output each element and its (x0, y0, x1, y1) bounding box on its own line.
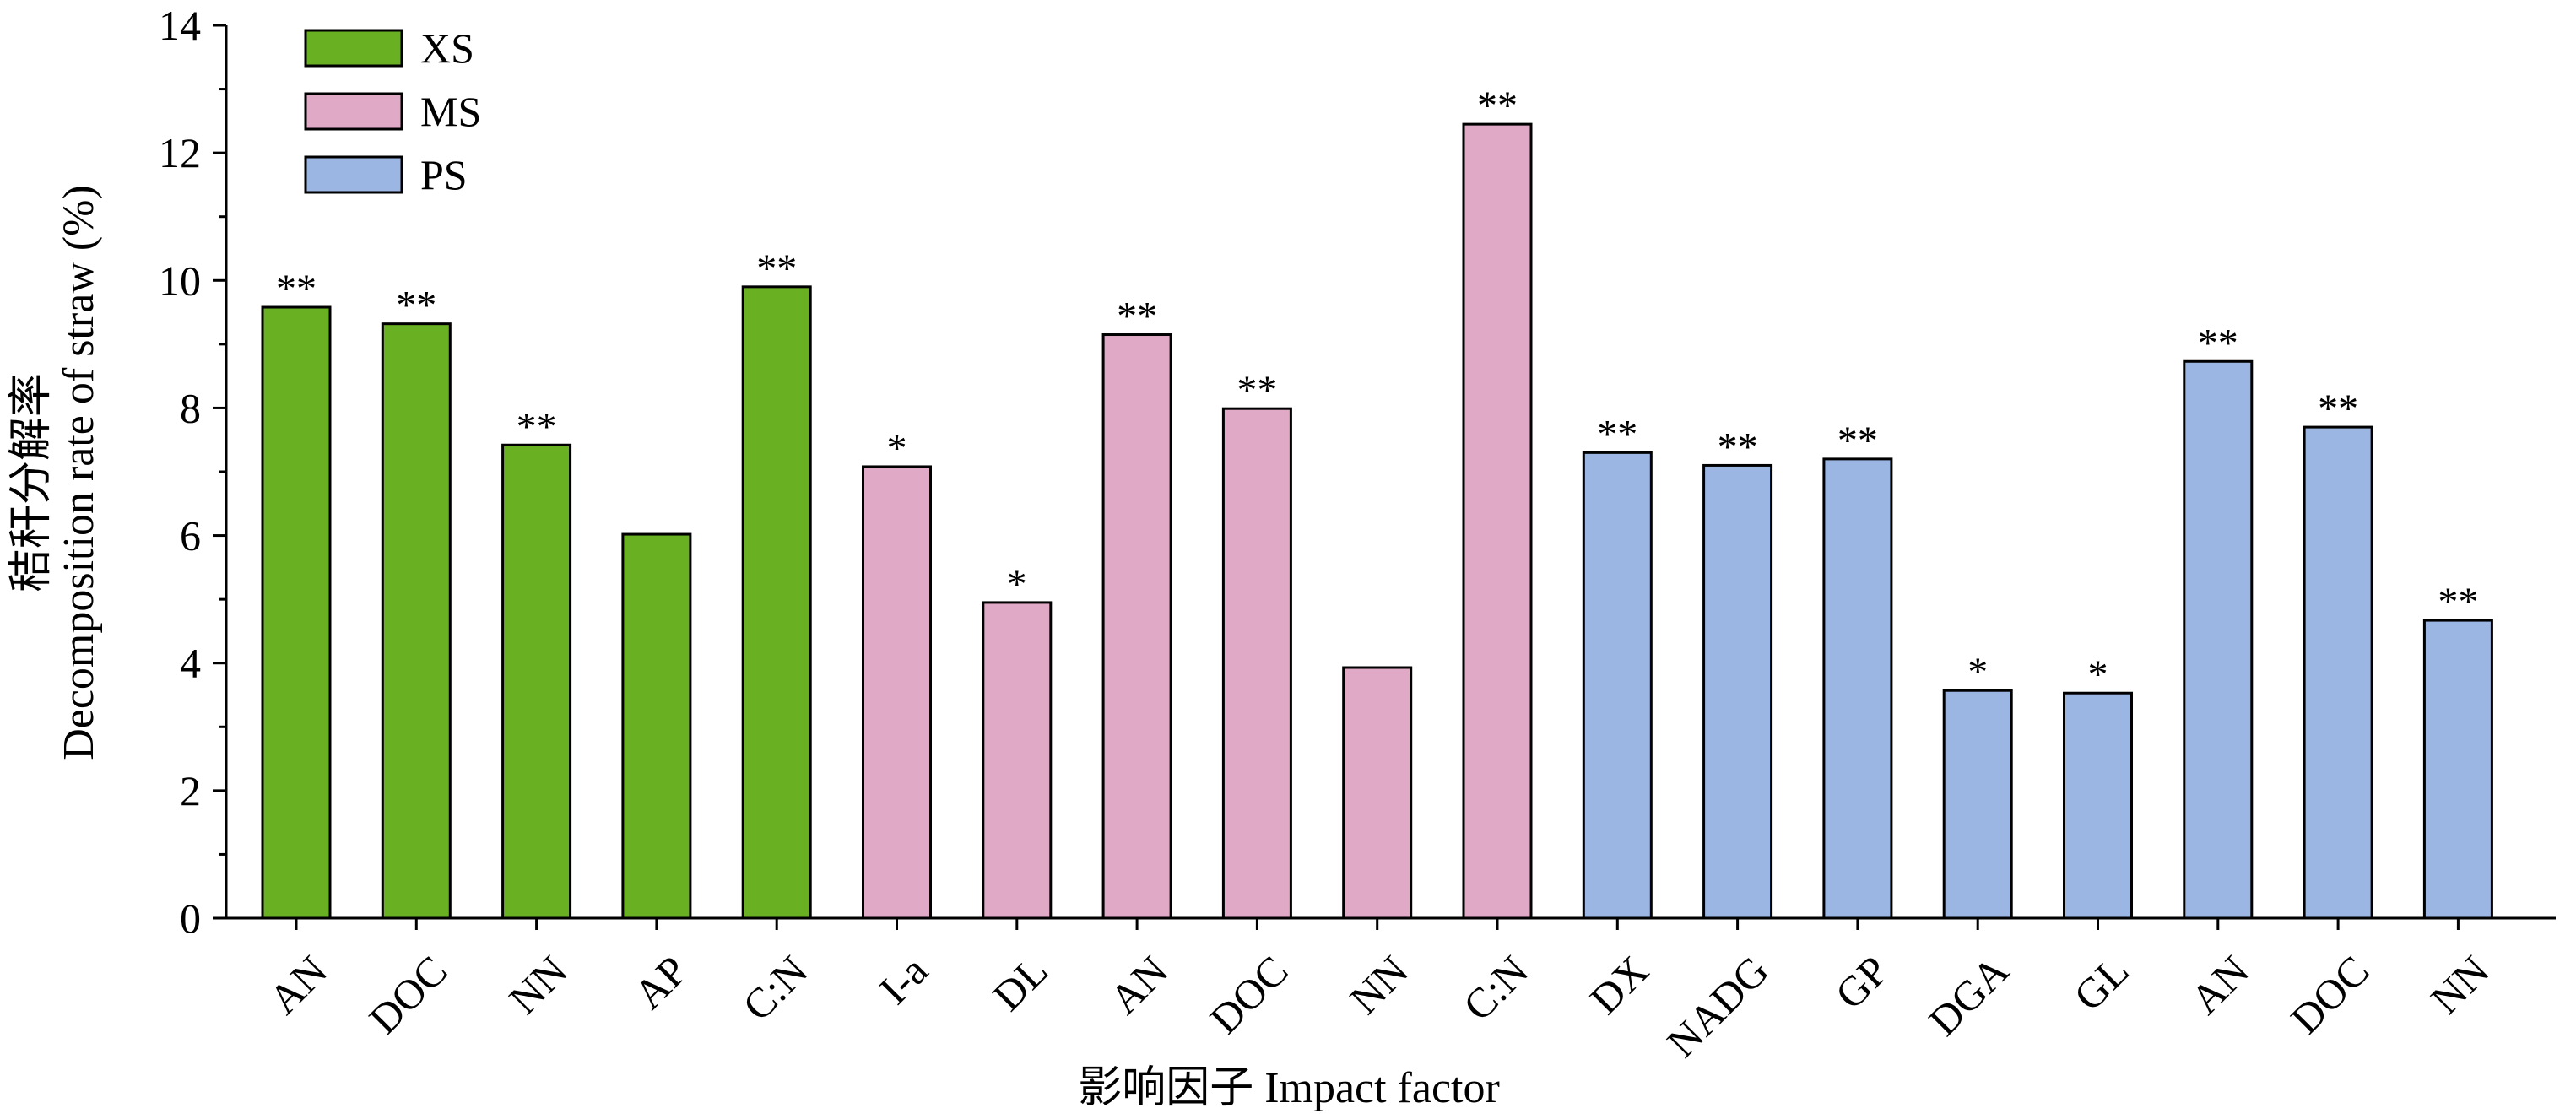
significance-label: ** (1477, 84, 1518, 128)
legend-label: MS (420, 88, 481, 135)
legend-swatch (304, 92, 403, 131)
x-tick-label: AN (1101, 947, 1177, 1024)
significance-label: ** (396, 284, 436, 328)
x-tick-label: DL (983, 947, 1057, 1020)
y-axis-label-cn: 秸秆分解率 (8, 373, 56, 592)
x-tick-label: NADG (1658, 947, 1778, 1067)
significance-label: ** (1117, 295, 1157, 339)
x-tick-label: C:N (733, 947, 817, 1030)
x-tick-label: GL (2065, 947, 2138, 1020)
x-tick-label: NN (1340, 947, 1417, 1024)
y-tick-label: 6 (180, 512, 201, 560)
significance-label: ** (517, 404, 557, 449)
significance-label: ** (2318, 387, 2358, 431)
bars-layer (261, 122, 2493, 920)
significance-label: ** (1837, 419, 1878, 463)
x-tick-label: GP (1826, 947, 1897, 1019)
x-tick-label: NN (2422, 947, 2498, 1024)
x-tick-label: AN (260, 947, 337, 1024)
x-tick-label: C:N (1454, 947, 1538, 1030)
significance-label: ** (1237, 368, 1277, 413)
x-tick-label: DOC (1200, 947, 1296, 1043)
x-ticks-layer: AN DOC NN AP C:N I-a DL AN DOC NN C:N DX NADG GP DGA GL… (260, 918, 2498, 1066)
bar (1221, 407, 1292, 920)
bar (381, 322, 452, 920)
significance-label: * (2088, 652, 2108, 697)
significance-label: ** (2198, 321, 2238, 365)
bar (1582, 451, 1653, 920)
x-tick-label: NN (500, 947, 576, 1024)
legend-label: PS (420, 151, 468, 198)
y-ticks-layer: 0 2 4 6 8 10 12 14 (159, 2, 226, 942)
x-tick-label: DGA (1919, 947, 2017, 1045)
significance-layer: ** **************** ** *** ******* (276, 84, 2478, 697)
x-tick-label: DOC (360, 947, 456, 1043)
bar (1702, 463, 1773, 920)
legend-label: XS (420, 24, 474, 72)
significance-label: * (1967, 650, 1988, 695)
bar (1942, 689, 2013, 920)
bar (2183, 359, 2254, 920)
legend-swatch (304, 155, 403, 194)
bar (741, 285, 812, 920)
bar (2303, 425, 2373, 920)
significance-label: * (887, 426, 907, 471)
y-tick-label: 12 (159, 129, 201, 176)
significance-label: * (1007, 562, 1027, 607)
x-tick-label: I-a (870, 947, 937, 1014)
bar (2422, 619, 2493, 920)
significance-label: ** (756, 246, 797, 291)
y-tick-label: 0 (180, 895, 201, 942)
significance-label: ** (2438, 580, 2478, 624)
bar (261, 305, 332, 920)
x-tick-label: AP (625, 947, 696, 1019)
bar (2063, 691, 2133, 920)
bar (1101, 333, 1172, 920)
y-tick-label: 10 (159, 257, 201, 304)
significance-label: ** (1597, 412, 1637, 457)
x-tick-label: DOC (2281, 947, 2378, 1043)
legend-swatch (304, 29, 403, 68)
x-tick-label: AN (2181, 947, 2258, 1024)
significance-label: ** (276, 267, 317, 311)
bar (982, 601, 1053, 920)
significance-label: ** (1718, 424, 1758, 469)
x-axis-label: 影响因子 Impact factor (1078, 1064, 1500, 1112)
y-tick-label: 8 (180, 384, 201, 431)
bar (1462, 122, 1533, 920)
x-tick-label: DX (1581, 947, 1658, 1024)
bar (1342, 666, 1413, 920)
y-tick-label: 14 (159, 2, 201, 49)
legend: XS MS PS (304, 24, 481, 198)
y-tick-label: 2 (180, 767, 201, 814)
y-tick-label: 4 (180, 640, 201, 687)
y-axis-label: Decomposition rate of straw (%) (55, 185, 103, 760)
bar (501, 443, 572, 920)
bar (1822, 457, 1893, 920)
bar (862, 465, 932, 920)
bar (621, 532, 692, 920)
